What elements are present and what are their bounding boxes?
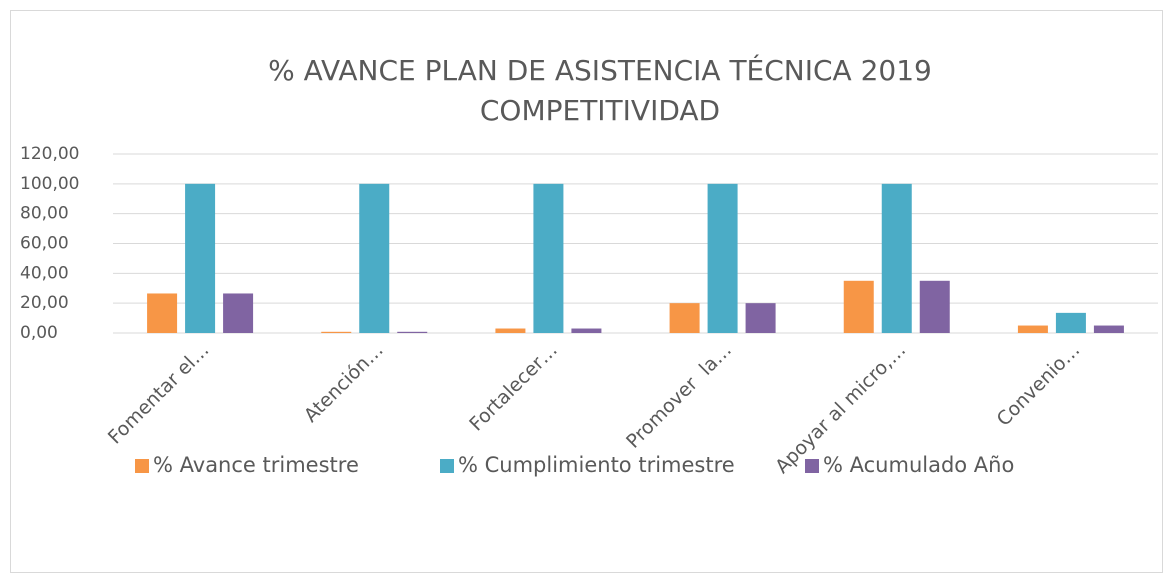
bar [669,303,700,333]
bar [1017,325,1048,333]
bar [1055,312,1086,333]
bar [147,293,178,333]
y-tick-label: 20,00 [20,293,69,313]
bar [397,331,428,333]
bar [881,183,912,333]
y-tick-label: 120,00 [20,144,79,164]
y-tick-label: 100,00 [20,174,79,194]
legend-label: % Avance trimestre [153,453,359,477]
bar [745,303,776,333]
legend-label: % Cumplimiento trimestre [458,453,735,477]
bar [571,328,602,333]
y-tick-label: 0,00 [20,323,58,343]
bar [495,328,526,333]
legend-swatch [135,459,149,473]
bar [223,293,254,333]
y-tick-label: 60,00 [20,234,69,254]
bar [321,331,352,333]
bar [533,183,564,333]
legend-swatch [440,459,454,473]
bar [1093,325,1124,333]
y-tick-label: 80,00 [20,204,69,224]
chart-title: % AVANCE PLAN DE ASISTENCIA TÉCNICA 2019 [268,53,932,87]
chart-title: COMPETITIVIDAD [480,94,720,127]
bar [843,280,874,333]
bar [185,183,216,333]
bar [359,183,390,333]
legend-swatch [805,459,819,473]
y-tick-label: 40,00 [20,263,69,283]
legend-label: % Acumulado Año [823,453,1014,477]
bar [919,280,950,333]
bar [707,183,738,333]
